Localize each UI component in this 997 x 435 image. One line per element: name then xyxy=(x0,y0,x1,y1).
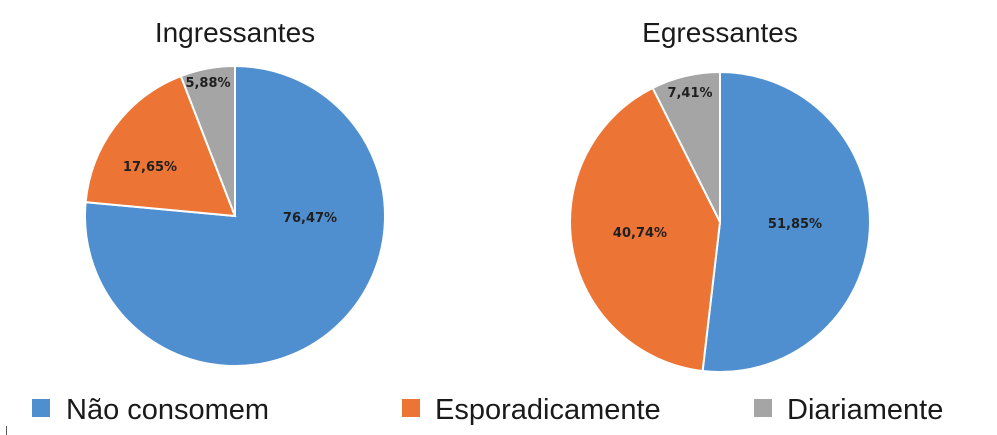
pie-labels-egressantes: 51,85% 40,74% 7,41% xyxy=(613,86,822,241)
legend-label-esporadicamente: Esporadicamente xyxy=(435,394,661,426)
legend-label-nao-consomem: Não consomem xyxy=(66,394,269,426)
legend-swatch-nao-consomem xyxy=(32,399,50,417)
data-label-ingressantes-diariamente: 5,88% xyxy=(185,76,230,91)
pie-slice-egressantes-nao-consomem xyxy=(701,70,871,373)
pie-slice-egressantes-esporadicamente xyxy=(569,86,722,373)
chart-title-ingressantes: Ingressantes xyxy=(155,17,315,48)
pie-slices-egressantes xyxy=(569,70,871,373)
pie-slices-ingressantes xyxy=(84,64,386,367)
edge-tick-mark xyxy=(6,426,7,435)
legend-label-diariamente: Diariamente xyxy=(787,394,943,426)
data-label-ingressantes-esporadicamente: 17,65% xyxy=(123,160,177,175)
legend: Não consomem Esporadicamente Diariamente xyxy=(32,394,943,426)
data-label-egressantes-diariamente: 7,41% xyxy=(667,86,712,101)
data-label-egressantes-esporadicamente: 40,74% xyxy=(613,226,667,241)
legend-item-nao-consomem: Não consomem xyxy=(32,394,269,426)
pie-slice-ingressantes-diariamente xyxy=(179,64,236,217)
data-label-egressantes-nao-consomem: 51,85% xyxy=(768,217,822,232)
pie-slice-egressantes-diariamente xyxy=(651,70,721,223)
legend-item-diariamente: Diariamente xyxy=(754,394,943,426)
pie-chart-ingressantes: Ingressantes 76,47% 17,65% 5,88% xyxy=(84,17,386,367)
pie-labels-ingressantes: 76,47% 17,65% 5,88% xyxy=(123,76,337,226)
legend-item-esporadicamente: Esporadicamente xyxy=(402,394,661,426)
legend-swatch-esporadicamente xyxy=(402,399,420,417)
legend-swatch-diariamente xyxy=(754,399,772,417)
chart-title-egressantes: Egressantes xyxy=(642,17,798,48)
data-label-ingressantes-nao-consomem: 76,47% xyxy=(283,211,337,226)
pie-chart-egressantes: Egressantes 51,85% 40,74% 7,41% xyxy=(569,17,871,373)
pie-slice-ingressantes-esporadicamente xyxy=(84,74,237,218)
